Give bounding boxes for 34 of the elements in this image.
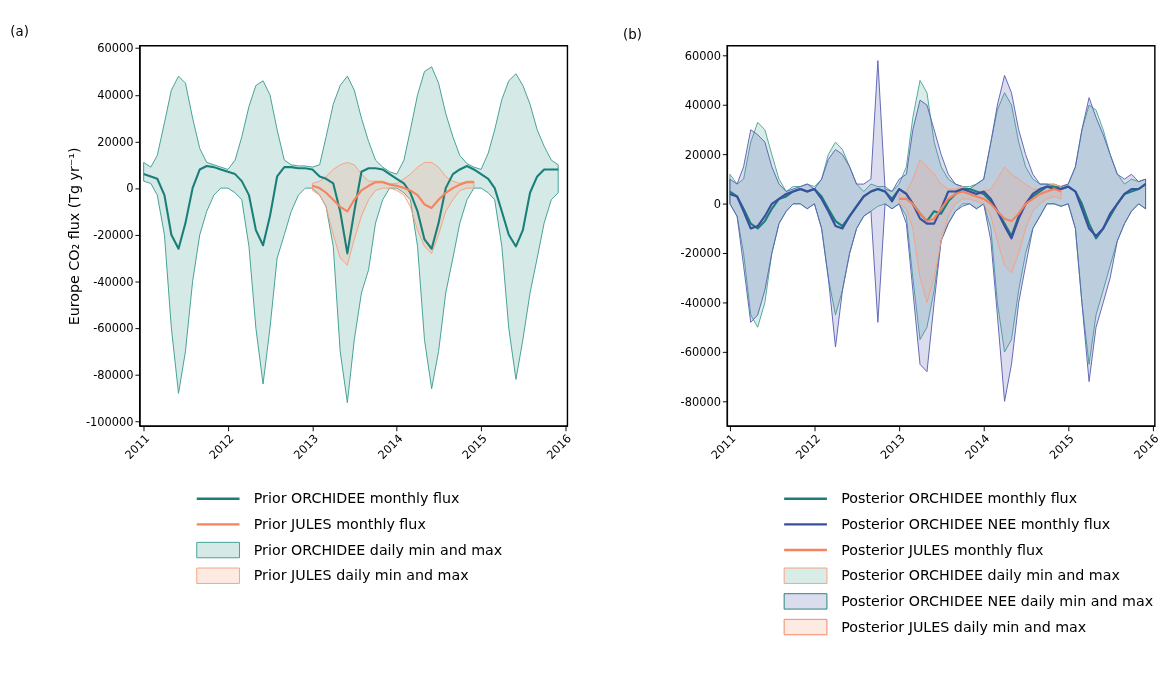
legend-label: Prior ORCHIDEE monthly flux: [253, 490, 460, 507]
legend-label: Posterior JULES monthly flux: [841, 541, 1044, 558]
y-tick-label: -40000: [680, 295, 721, 310]
y-tick-label: -100000: [85, 414, 134, 429]
legend-label: Posterior ORCHIDEE daily min and max: [841, 567, 1120, 584]
y-tick-label: 0: [126, 181, 134, 196]
y-tick-label: 40000: [97, 88, 134, 103]
legend-label: Posterior JULES daily min and max: [841, 618, 1087, 635]
y-tick-label: -80000: [93, 367, 134, 382]
y-tick-label: 60000: [97, 41, 134, 56]
legend-label: Prior ORCHIDEE daily min and max: [253, 541, 503, 558]
y-tick-label: -60000: [680, 345, 721, 360]
y-tick-label: -20000: [680, 246, 721, 261]
line-series: [898, 187, 1063, 223]
y-tick-label: 20000: [684, 147, 721, 162]
text: (a): [10, 23, 29, 39]
y-tick-label: -20000: [93, 228, 134, 243]
line-series: [728, 183, 1147, 240]
y-axis-title: Europe CO₂ flux (Tg yr⁻¹): [66, 147, 83, 326]
y-tick-label: -60000: [93, 321, 134, 336]
y-tick-label: -40000: [93, 274, 134, 289]
y-tick-label: 20000: [97, 134, 134, 149]
y-tick-label: 60000: [684, 48, 721, 63]
legend-label: Posterior ORCHIDEE NEE daily min and max: [841, 593, 1154, 610]
legend-label: Prior JULES monthly flux: [253, 516, 426, 533]
chart-title: (b): [623, 27, 642, 43]
y-tick-label: 0: [713, 197, 721, 212]
legend-label: Prior JULES daily min and max: [253, 567, 469, 584]
legend-label: Posterior ORCHIDEE monthly flux: [841, 490, 1078, 507]
y-tick-label: 40000: [684, 98, 721, 113]
y-tick-label: -80000: [680, 394, 721, 409]
legend-label: Posterior ORCHIDEE NEE monthly flux: [841, 516, 1111, 533]
line-series: [311, 181, 475, 213]
line-series: [142, 164, 560, 255]
